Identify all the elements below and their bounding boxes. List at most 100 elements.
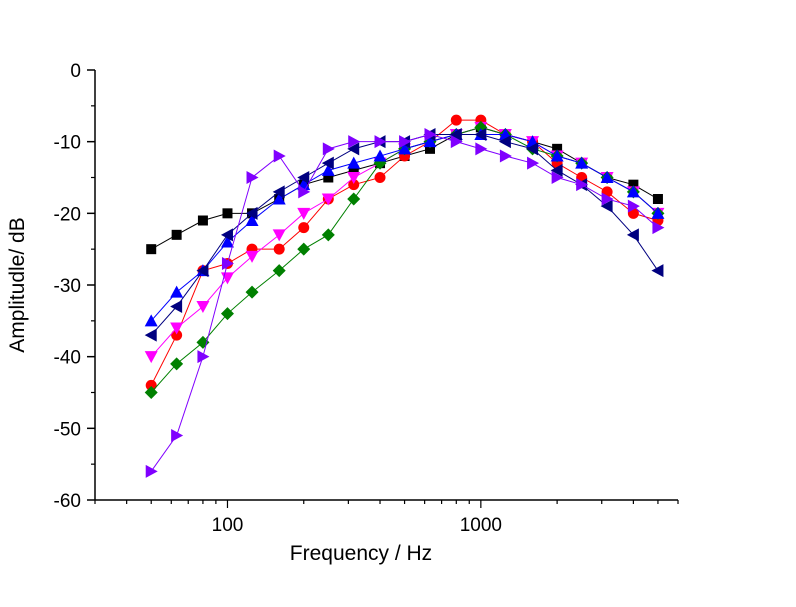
- data-point: [170, 322, 184, 335]
- data-point: [273, 149, 286, 163]
- x-tick-label: 100: [212, 515, 244, 536]
- data-point: [628, 179, 639, 190]
- data-point: [321, 156, 334, 170]
- data-point: [450, 114, 462, 126]
- data-point: [449, 128, 462, 141]
- data-point: [498, 135, 511, 149]
- data-point: [145, 379, 157, 391]
- data-point: [220, 235, 234, 248]
- data-point: [272, 192, 286, 205]
- data-point: [600, 171, 614, 183]
- data-point: [245, 250, 259, 263]
- data-point: [600, 199, 613, 213]
- data-point: [374, 135, 387, 149]
- data-point: [425, 143, 436, 154]
- y-tick-label: -50: [54, 419, 81, 440]
- data-point: [575, 156, 589, 169]
- data-point: [347, 156, 361, 169]
- data-point: [424, 128, 437, 141]
- data-point: [273, 243, 285, 255]
- data-point: [297, 171, 310, 184]
- data-point: [474, 128, 487, 141]
- data-point: [626, 228, 639, 242]
- data-point: [627, 199, 640, 213]
- y-tick-label: -10: [54, 133, 81, 154]
- x-axis-label: Frequency / Hz: [290, 542, 432, 565]
- data-point: [145, 464, 158, 478]
- data-point: [144, 314, 158, 327]
- data-point: [170, 300, 183, 313]
- data-point: [322, 142, 335, 156]
- series-group: [144, 114, 665, 478]
- data-point: [196, 264, 209, 278]
- data-point: [551, 171, 564, 184]
- data-point: [245, 285, 259, 299]
- data-point: [272, 264, 286, 278]
- data-point: [245, 214, 259, 226]
- y-tick-label: 0: [70, 61, 81, 82]
- data-point: [197, 350, 210, 364]
- data-point: [323, 172, 334, 183]
- data-point: [146, 244, 157, 255]
- data-point: [170, 285, 184, 298]
- data-point: [651, 206, 665, 219]
- data-point: [423, 135, 437, 148]
- data-point: [347, 172, 361, 184]
- y-tick-label: -20: [54, 204, 81, 225]
- data-point: [652, 194, 663, 204]
- data-point: [272, 185, 285, 199]
- y-axis-label: Amplitudle/ dB: [6, 217, 29, 352]
- data-point: [374, 172, 386, 183]
- data-point: [298, 222, 310, 234]
- data-point: [220, 228, 233, 242]
- data-point: [245, 206, 258, 220]
- data-point: [475, 142, 488, 156]
- data-point: [450, 135, 463, 149]
- data-point: [297, 207, 311, 220]
- data-point: [526, 142, 539, 156]
- series-triangle-right: [145, 128, 665, 478]
- data-point: [196, 301, 210, 313]
- data-point: [171, 329, 183, 341]
- data-point: [144, 351, 158, 364]
- data-point: [347, 142, 360, 156]
- y-tick-label: -30: [54, 276, 81, 297]
- data-point: [499, 149, 512, 163]
- data-point: [576, 178, 589, 192]
- data-point: [552, 143, 563, 154]
- data-point: [652, 221, 665, 235]
- data-point: [399, 135, 412, 149]
- data-point: [651, 264, 664, 278]
- data-point: [220, 307, 234, 321]
- data-point: [221, 257, 234, 270]
- data-point: [246, 171, 259, 184]
- axes: 0 -10 -20 -30 -40 -50 -60 100 1000: [54, 61, 679, 536]
- data-point: [321, 163, 335, 176]
- data-point: [601, 192, 614, 206]
- data-point: [373, 149, 387, 162]
- data-point: [171, 429, 184, 442]
- data-point: [321, 228, 335, 242]
- data-point: [527, 156, 540, 170]
- data-point: [348, 135, 361, 149]
- data-point: [348, 165, 359, 176]
- data-point: [272, 229, 286, 242]
- data-point: [298, 185, 311, 199]
- data-point: [626, 185, 640, 198]
- data-point: [144, 328, 157, 342]
- data-point: [171, 229, 182, 240]
- data-point: [321, 193, 335, 206]
- series-circle: [145, 114, 664, 391]
- data-point: [144, 386, 158, 399]
- data-point: [550, 149, 564, 162]
- data-point: [398, 142, 412, 155]
- data-point: [197, 215, 208, 226]
- data-point: [347, 192, 361, 206]
- data-point: [222, 208, 233, 219]
- data-point: [348, 179, 360, 191]
- data-point: [550, 163, 563, 177]
- y-tick-label: -40: [54, 348, 81, 369]
- x-tick-label: 1000: [460, 515, 502, 536]
- y-tick-label: -60: [54, 491, 81, 512]
- data-point: [170, 357, 184, 371]
